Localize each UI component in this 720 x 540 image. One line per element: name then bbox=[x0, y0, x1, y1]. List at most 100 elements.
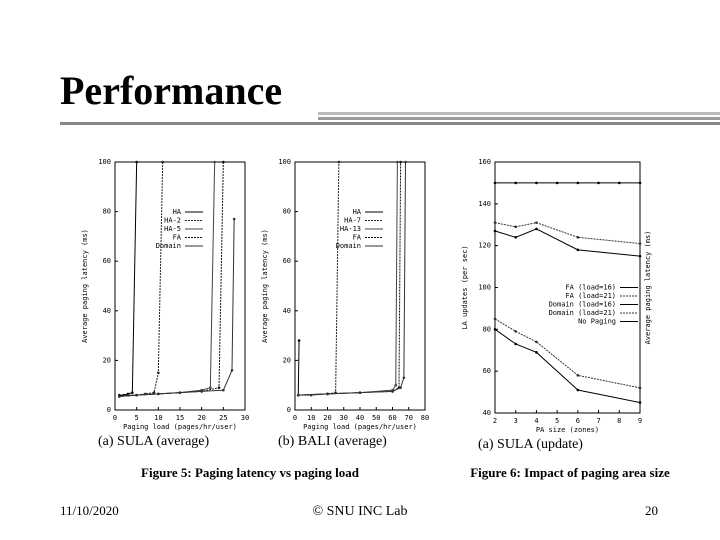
y-axis-label: Average paging latency (ms) bbox=[81, 229, 89, 343]
x-tick-label: 8 bbox=[617, 417, 621, 425]
x-tick-label: 0 bbox=[293, 414, 297, 422]
data-point bbox=[200, 390, 203, 393]
series-line bbox=[494, 222, 641, 245]
series-line bbox=[494, 318, 641, 389]
data-point bbox=[514, 236, 518, 239]
y-tick-label: 40 bbox=[103, 307, 111, 315]
data-point bbox=[326, 392, 329, 396]
data-point bbox=[617, 181, 621, 185]
data-point bbox=[402, 376, 406, 380]
y-tick-label: 20 bbox=[283, 356, 291, 364]
x-tick-label: 10 bbox=[307, 414, 315, 422]
x-tick-label: 10 bbox=[154, 414, 162, 422]
x-tick-label: 20 bbox=[197, 414, 205, 422]
y-tick-label: 140 bbox=[478, 200, 491, 208]
data-point bbox=[638, 386, 642, 390]
figure-caption: Figure 6: Impact of paging area size bbox=[470, 465, 670, 480]
data-point bbox=[404, 160, 407, 164]
chart-subtitle: (a) SULA (average) bbox=[98, 434, 210, 449]
x-tick-label: 3 bbox=[514, 417, 518, 425]
data-point bbox=[296, 393, 300, 397]
legend-label: Domain (load=16) bbox=[549, 301, 616, 309]
data-point bbox=[514, 225, 518, 229]
data-point bbox=[161, 160, 164, 164]
chart: 2 3 4 5 6 7 8 9 40 60 80 100 120 140 160 PA size (zones… bbox=[461, 158, 652, 452]
series-line bbox=[119, 161, 216, 397]
x-tick-label: 60 bbox=[388, 414, 396, 422]
y-axis-label: LA updates (per sec) bbox=[461, 245, 469, 329]
y-tick-label: 120 bbox=[478, 242, 491, 250]
data-point bbox=[638, 242, 642, 245]
chart-subtitle: (a) SULA (update) bbox=[478, 437, 583, 452]
y-tick-label: 40 bbox=[283, 307, 291, 315]
x-tick-label: 70 bbox=[405, 414, 413, 422]
series-line bbox=[119, 219, 235, 397]
y-tick-label: 20 bbox=[103, 356, 111, 364]
data-point bbox=[178, 391, 182, 394]
x-tick-label: 6 bbox=[576, 417, 580, 425]
data-point bbox=[576, 374, 580, 377]
data-point bbox=[157, 371, 160, 375]
data-point bbox=[514, 181, 518, 185]
data-point bbox=[535, 181, 538, 185]
data-point bbox=[638, 254, 642, 258]
series-line bbox=[119, 161, 138, 396]
series-line bbox=[298, 161, 398, 396]
data-point bbox=[232, 217, 236, 221]
x-tick-label: 30 bbox=[340, 414, 348, 422]
data-point bbox=[358, 391, 362, 394]
legend-label: FA (load=16) bbox=[565, 284, 616, 292]
chart: 0 5 10 15 20 25 30 0 20 40 60 80 100 Paging load (pag… bbox=[81, 158, 249, 449]
series-line bbox=[297, 340, 300, 396]
legend-label: HA-13 bbox=[340, 225, 361, 233]
y-tick-label: 60 bbox=[103, 257, 111, 265]
data-point bbox=[399, 386, 402, 389]
x-axis-label: Paging load (pages/hr/user) bbox=[123, 423, 237, 431]
data-point bbox=[213, 160, 216, 164]
series-line bbox=[119, 161, 164, 397]
footer-org: © SNU INC Lab bbox=[312, 504, 407, 519]
data-point bbox=[118, 395, 121, 398]
x-tick-label: 80 bbox=[421, 414, 429, 422]
y-tick-label: 80 bbox=[103, 208, 111, 216]
x-tick-label: 5 bbox=[555, 417, 559, 425]
data-point bbox=[555, 181, 559, 185]
legend-label: No Paging bbox=[578, 318, 616, 326]
data-point bbox=[394, 383, 398, 387]
y-tick-label: 160 bbox=[478, 158, 491, 166]
title-rule bbox=[60, 112, 720, 125]
data-point bbox=[576, 236, 580, 239]
legend-label: HA-7 bbox=[344, 217, 361, 225]
y-tick-label: 100 bbox=[98, 158, 111, 166]
y-tick-label: 40 bbox=[483, 409, 491, 417]
data-point bbox=[399, 160, 402, 164]
data-point bbox=[535, 227, 538, 231]
data-point bbox=[209, 386, 212, 389]
chart: 0 10 20 30 40 50 60 70 80 0 20 40 60 80 100 Paging load… bbox=[261, 158, 429, 449]
y-tick-label: 60 bbox=[483, 367, 491, 375]
data-point bbox=[297, 339, 301, 342]
data-point bbox=[638, 401, 642, 404]
data-point bbox=[493, 229, 497, 233]
data-point bbox=[391, 390, 394, 393]
x-tick-label: 5 bbox=[135, 414, 139, 422]
data-point bbox=[157, 392, 160, 396]
footer-date: 11/10/2020 bbox=[60, 503, 119, 518]
legend-label: HA-5 bbox=[164, 225, 181, 233]
rule-stripe bbox=[60, 122, 720, 125]
legend-label: Domain bbox=[156, 242, 181, 250]
legend-label: HA-2 bbox=[164, 217, 181, 225]
data-point bbox=[337, 160, 341, 164]
x-axis-label: PA size (zones) bbox=[536, 426, 599, 434]
x-tick-label: 9 bbox=[638, 417, 642, 425]
series-line bbox=[298, 161, 402, 396]
chart-subtitle: (b) BALI (average) bbox=[278, 434, 387, 449]
data-point bbox=[493, 221, 497, 224]
legend-label: FA bbox=[173, 234, 182, 242]
data-point bbox=[535, 221, 538, 224]
x-tick-label: 0 bbox=[113, 414, 117, 422]
data-point bbox=[514, 342, 518, 346]
footer-page: 20 bbox=[645, 503, 658, 518]
data-point bbox=[222, 160, 225, 164]
data-point bbox=[597, 181, 600, 185]
